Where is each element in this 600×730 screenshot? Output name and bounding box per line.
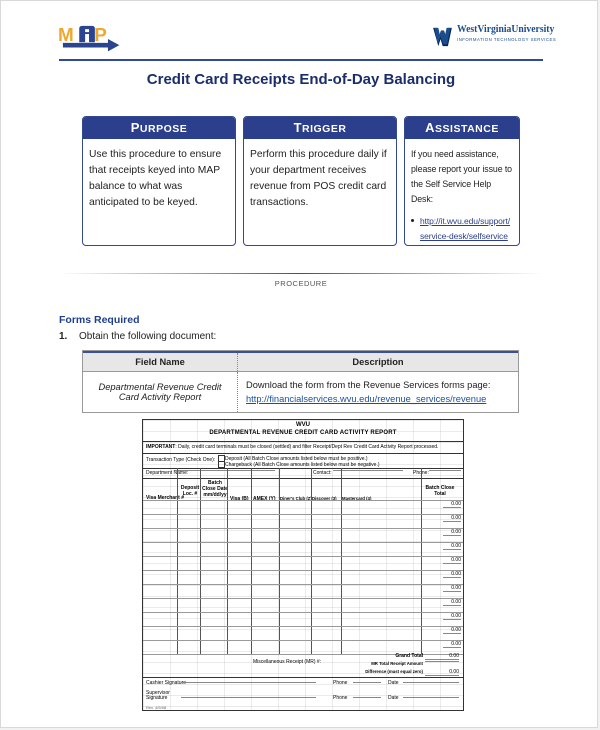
- svg-text:M: M: [59, 25, 73, 46]
- svg-text:P: P: [94, 25, 107, 46]
